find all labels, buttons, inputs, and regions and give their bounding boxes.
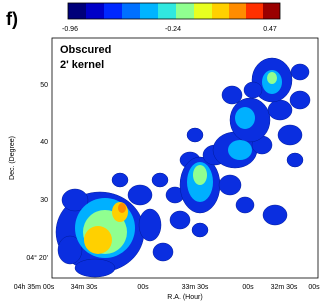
colorbar-cell [176,3,194,19]
colorbar-cell [86,3,104,19]
colorbar-cell [263,3,280,19]
x-tick-label: 00s [242,284,254,291]
x-tick-label: 32m 30s [271,284,298,291]
y-tick-label: 30 [40,197,48,204]
colorbar-tick: -0.24 [165,26,181,33]
axes: 50 40 30 04° 20' Dec. (Degree) 04h 35m 0… [9,82,320,301]
colorbar-frame [67,2,281,20]
colorbar-cell [68,3,86,19]
colorbar-tick: 0.47 [263,26,277,33]
colorbar-cell [194,3,212,19]
y-tick-label: 40 [40,139,48,146]
annotation: Obscured [60,44,111,56]
x-tick-label: 00s [137,284,149,291]
x-tick-label: 34m 30s [71,284,98,291]
x-tick-label: 00s [308,284,320,291]
panel-label: f) [6,9,18,29]
colorbar-cell [246,3,263,19]
colorbar-cell [122,3,140,19]
colorbar-tick: -0.96 [62,26,78,33]
x-tick-label: 33m 30s [182,284,209,291]
x-tick-label: 04h 35m 00s [14,284,55,291]
y-tick-label: 50 [40,82,48,89]
colorbar: -0.96 -0.24 0.47 [62,2,281,33]
plot-frame [51,37,319,279]
map: Obscured 2' kernel [51,37,319,279]
colorbar-cell [212,3,229,19]
colorbar-cell [229,3,246,19]
colorbar-cell [158,3,176,19]
orange-region [118,203,126,213]
y-tick-label: 04° 20' [26,254,48,262]
y-axis-title: Dec. (Degree) [9,136,16,180]
colorbar-cell [104,3,122,19]
annotation: 2' kernel [60,59,104,71]
colorbar-cell [140,3,158,19]
x-axis-title: R.A. (Hour) [167,294,202,301]
